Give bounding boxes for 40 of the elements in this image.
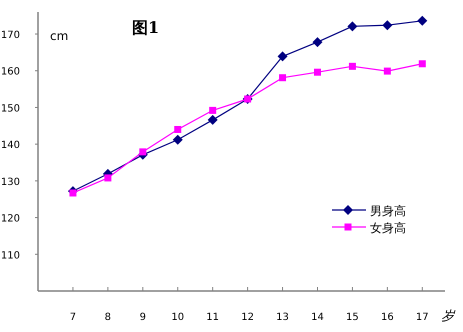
x-tick-label: 13 (276, 312, 289, 323)
y-tick-label: 150 (0, 103, 20, 114)
legend-label: 女身高 (370, 221, 406, 235)
y-tick-label: 130 (0, 176, 20, 188)
y-axis-title: cm (50, 29, 68, 43)
legend-label: 男身高 (370, 204, 406, 218)
point (312, 37, 322, 48)
y-tick-label: 170 (0, 30, 20, 42)
x-tick-label: 14 (311, 312, 324, 323)
y-tick-label: 120 (0, 214, 20, 225)
point (382, 20, 392, 30)
x-tick-label: 12 (241, 312, 254, 323)
point (208, 114, 218, 125)
x-tick-label: 16 (380, 312, 394, 323)
point (278, 51, 288, 62)
point (209, 106, 216, 114)
point (418, 60, 426, 68)
x-axis-title: 岁 (442, 309, 456, 324)
x-tick-label: 15 (346, 312, 359, 323)
point (417, 16, 428, 26)
x-tick-label: 17 (416, 312, 429, 323)
point (174, 126, 182, 133)
point (314, 68, 321, 76)
point (139, 148, 146, 156)
x-tick-label: 8 (104, 312, 112, 323)
y-tick-label: 110 (0, 250, 20, 262)
x-tick-label: 7 (70, 312, 76, 323)
chart-title: 图1 (132, 18, 160, 37)
point (279, 74, 286, 82)
point (347, 21, 358, 32)
y-tick-label: 160 (0, 66, 20, 78)
x-tick-label: 10 (171, 312, 184, 323)
x-tick-label: 11 (206, 312, 220, 323)
point (348, 62, 356, 70)
point (104, 174, 112, 182)
point (69, 189, 76, 196)
point (384, 68, 391, 75)
y-tick-label: 140 (0, 140, 20, 152)
x-tick-label: 9 (140, 312, 146, 323)
point (172, 134, 183, 145)
